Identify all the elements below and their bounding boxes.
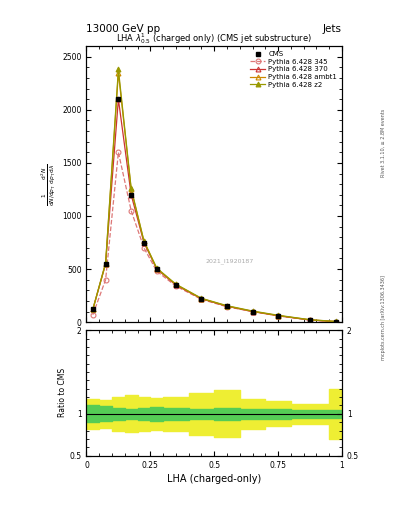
Legend: CMS, Pythia 6.428 345, Pythia 6.428 370, Pythia 6.428 ambt1, Pythia 6.428 z2: CMS, Pythia 6.428 345, Pythia 6.428 370,…	[249, 50, 338, 89]
Line: Pythia 6.428 345: Pythia 6.428 345	[90, 150, 338, 324]
Pythia 6.428 ambt1	[199, 295, 204, 302]
Pythia 6.428 z2	[174, 281, 178, 287]
Text: 2021_I1920187: 2021_I1920187	[206, 259, 253, 264]
Pythia 6.428 370	[308, 317, 312, 323]
CMS	[276, 313, 281, 319]
CMS	[199, 296, 204, 302]
Pythia 6.428 ambt1	[103, 261, 108, 267]
Pythia 6.428 370	[103, 261, 108, 267]
Pythia 6.428 345	[154, 268, 159, 274]
Pythia 6.428 370	[174, 282, 178, 288]
Pythia 6.428 ambt1	[308, 317, 312, 323]
CMS	[174, 282, 178, 288]
Pythia 6.428 345	[308, 317, 312, 323]
Pythia 6.428 370	[141, 240, 146, 246]
Pythia 6.428 370	[276, 313, 281, 319]
CMS	[333, 318, 338, 325]
Pythia 6.428 370	[154, 266, 159, 272]
Pythia 6.428 345	[116, 149, 121, 155]
CMS	[250, 308, 255, 314]
Pythia 6.428 z2	[250, 308, 255, 314]
CMS	[154, 266, 159, 272]
Pythia 6.428 345	[250, 308, 255, 314]
Pythia 6.428 345	[276, 313, 281, 319]
Pythia 6.428 345	[90, 312, 95, 318]
CMS	[116, 96, 121, 102]
Pythia 6.428 z2	[225, 303, 230, 309]
Pythia 6.428 z2	[103, 260, 108, 266]
Line: Pythia 6.428 ambt1: Pythia 6.428 ambt1	[90, 70, 338, 324]
Pythia 6.428 370	[333, 318, 338, 325]
X-axis label: LHA (charged-only): LHA (charged-only)	[167, 474, 261, 484]
Y-axis label: $\frac{1}{\mathrm{d}N/\mathrm{d}p_{\mathrm{T}}}\,\frac{\mathrm{d}^{2}N}{\mathrm{: $\frac{1}{\mathrm{d}N/\mathrm{d}p_{\math…	[40, 163, 58, 205]
CMS	[103, 261, 108, 267]
Text: mcplots.cern.ch [arXiv:1306.3436]: mcplots.cern.ch [arXiv:1306.3436]	[381, 275, 386, 360]
Y-axis label: Ratio to CMS: Ratio to CMS	[58, 368, 67, 417]
Pythia 6.428 ambt1	[250, 308, 255, 314]
CMS	[90, 306, 95, 312]
Pythia 6.428 370	[116, 96, 121, 102]
Pythia 6.428 z2	[199, 295, 204, 302]
CMS	[308, 317, 312, 323]
Text: Rivet 3.1.10, ≥ 2.8M events: Rivet 3.1.10, ≥ 2.8M events	[381, 109, 386, 178]
CMS	[225, 303, 230, 309]
Pythia 6.428 370	[90, 306, 95, 312]
Pythia 6.428 345	[174, 283, 178, 289]
CMS	[129, 191, 134, 198]
Pythia 6.428 ambt1	[174, 282, 178, 288]
Pythia 6.428 345	[129, 207, 134, 214]
Title: LHA $\lambda^1_{0.5}$ (charged only) (CMS jet substructure): LHA $\lambda^1_{0.5}$ (charged only) (CM…	[116, 31, 312, 46]
Pythia 6.428 ambt1	[225, 303, 230, 309]
Pythia 6.428 z2	[116, 67, 121, 73]
Line: CMS: CMS	[90, 97, 338, 324]
Pythia 6.428 z2	[129, 185, 134, 191]
Pythia 6.428 ambt1	[141, 239, 146, 245]
Pythia 6.428 ambt1	[276, 312, 281, 318]
Pythia 6.428 z2	[90, 306, 95, 312]
Line: Pythia 6.428 370: Pythia 6.428 370	[90, 97, 338, 324]
Pythia 6.428 ambt1	[129, 186, 134, 193]
Pythia 6.428 z2	[276, 312, 281, 318]
Text: Jets: Jets	[323, 24, 342, 34]
Text: 13000 GeV pp: 13000 GeV pp	[86, 24, 161, 34]
CMS	[141, 240, 146, 246]
Pythia 6.428 z2	[154, 265, 159, 271]
Pythia 6.428 ambt1	[90, 306, 95, 312]
Pythia 6.428 370	[250, 308, 255, 314]
Pythia 6.428 z2	[308, 316, 312, 323]
Pythia 6.428 345	[225, 304, 230, 310]
Pythia 6.428 ambt1	[154, 265, 159, 271]
Pythia 6.428 ambt1	[116, 70, 121, 76]
Pythia 6.428 370	[199, 296, 204, 302]
Pythia 6.428 345	[103, 276, 108, 283]
Pythia 6.428 345	[141, 245, 146, 251]
Pythia 6.428 370	[129, 191, 134, 198]
Pythia 6.428 370	[225, 303, 230, 309]
Pythia 6.428 345	[333, 318, 338, 325]
Pythia 6.428 345	[199, 296, 204, 303]
Pythia 6.428 ambt1	[333, 318, 338, 325]
Line: Pythia 6.428 z2: Pythia 6.428 z2	[90, 67, 338, 324]
Pythia 6.428 z2	[141, 238, 146, 244]
Pythia 6.428 z2	[333, 318, 338, 325]
